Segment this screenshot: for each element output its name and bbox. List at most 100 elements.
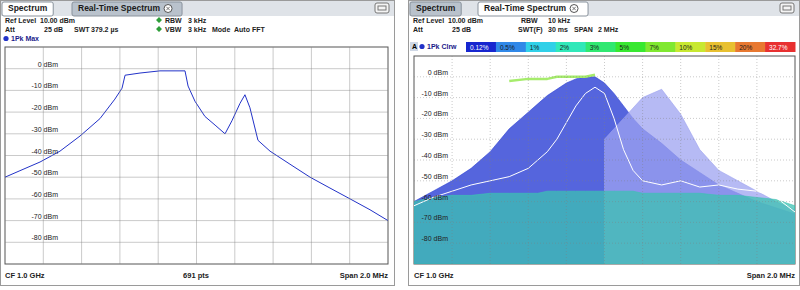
colorbar-label: 20%	[739, 44, 752, 51]
header-text: Att	[413, 26, 423, 33]
tab-label[interactable]: Spectrum	[416, 3, 456, 13]
y-tick-label: -20 dBm	[32, 104, 59, 111]
coupling-marker	[156, 17, 162, 32]
legend-label: 1Pk Clrw	[427, 43, 457, 50]
y-tick-label: -80 dBm	[32, 234, 59, 241]
trace-badge	[410, 42, 418, 51]
colorbar-label: 10%	[679, 44, 692, 51]
header-text: 10.00 dBm	[448, 17, 483, 24]
grid-line-y	[414, 160, 795, 161]
tab[interactable]	[72, 2, 182, 16]
panel-frame	[409, 1, 800, 286]
legend-label: 1Pk Max	[11, 35, 39, 42]
tab-label[interactable]: Spectrum	[8, 3, 48, 13]
colorbar-cell	[556, 42, 586, 52]
tab[interactable]	[478, 2, 588, 16]
footer-text: CF 1.0 GHz	[5, 271, 45, 280]
tab-close-icon[interactable]	[570, 5, 578, 13]
colorbar-label: 15%	[709, 44, 722, 51]
panel-frame	[1, 1, 395, 286]
y-tick-label: 0 dBm	[38, 61, 58, 68]
grid-line-y	[5, 155, 388, 156]
grid-line-y	[5, 68, 388, 69]
header-text: Auto FFT	[234, 26, 265, 33]
y-tick-label: -60 dBm	[422, 194, 449, 201]
envelope-line	[509, 75, 595, 81]
colorbar-cell	[735, 42, 765, 52]
tab[interactable]	[410, 2, 461, 16]
y-tick-label: -50 dBm	[32, 169, 59, 176]
y-tick-label: -40 dBm	[422, 152, 449, 159]
header-text: 379.2 µs	[91, 26, 118, 34]
header-text: SPAN	[574, 26, 593, 33]
header-text: Mode	[212, 26, 230, 33]
grid-line-y	[5, 112, 388, 113]
y-tick-label: -80 dBm	[422, 235, 449, 242]
header-text: 2 MHz	[598, 26, 619, 33]
tab[interactable]	[2, 2, 53, 16]
header-text: Ref Level	[413, 17, 444, 24]
grid-line-y	[5, 177, 388, 178]
header-text: SWT	[74, 26, 90, 33]
y-tick-label: 0 dBm	[428, 69, 448, 76]
tab-label[interactable]: Real-Time Spectrum	[78, 3, 160, 13]
colorbar-label: 32.7%	[769, 44, 788, 51]
header-text: SWT(F)	[518, 26, 543, 34]
tab-bar	[409, 1, 799, 16]
header-text: RBW	[521, 17, 538, 24]
tab-close-icon	[572, 7, 575, 10]
data-group	[414, 75, 795, 264]
header-text: 10 kHz	[548, 17, 571, 24]
grid-line-x	[566, 56, 567, 264]
grid-line-y	[414, 222, 795, 223]
colorbar-label: 1%	[530, 44, 540, 51]
footer-text: CF 1.0 GHz	[414, 271, 454, 280]
colorbar-label: 5%	[620, 44, 630, 51]
y-tick-label: -10 dBm	[422, 90, 449, 97]
grid-line-y	[5, 133, 388, 134]
tab-label[interactable]: Real-Time Spectrum	[484, 3, 566, 13]
y-tick-label: -70 dBm	[32, 213, 59, 220]
legend-marker	[3, 36, 8, 41]
grid-line-y	[414, 180, 795, 181]
y-tick-label: -20 dBm	[422, 110, 449, 117]
footer-text: 691 pts	[183, 271, 209, 280]
footer-text: Span 2.0 MHz	[747, 271, 796, 280]
header-text: VBW	[165, 26, 182, 33]
icon	[783, 6, 791, 10]
grid-line-y	[414, 118, 795, 119]
y-tick-label: -30 dBm	[422, 131, 449, 138]
header-text: 25 dB	[452, 26, 471, 33]
trace-badge-label: A	[412, 43, 417, 50]
colorbar-cell	[496, 42, 526, 52]
legend-marker	[419, 44, 424, 49]
panel: Spectrum Real-Time Spectrum Ref Level 10.00…	[409, 1, 800, 286]
colorbar-label: 2%	[560, 44, 570, 51]
header-text: 3 kHz	[188, 26, 207, 33]
plot-frame	[5, 47, 388, 264]
tab-close-icon	[166, 7, 169, 10]
header-text: Att	[5, 26, 15, 33]
header-text: RBW	[165, 17, 182, 24]
grid-line-y	[414, 201, 795, 202]
header-text: 10.00 dBm	[40, 17, 75, 24]
stage: Spectrum Real-Time Spectrum Ref Level 10.00…	[0, 0, 800, 290]
grid-line-y	[414, 97, 795, 98]
grid-line-y	[414, 76, 795, 77]
y-tick-label: -50 dBm	[422, 173, 449, 180]
grid-line-y	[414, 243, 795, 244]
y-tick-label: -30 dBm	[32, 126, 59, 133]
y-tick-label: -40 dBm	[32, 148, 59, 155]
tab-close-icon[interactable]	[164, 5, 172, 13]
colorbar-cell	[765, 42, 795, 52]
header-text: 30 ms	[548, 26, 568, 33]
colorbar-cell	[526, 42, 556, 52]
icon	[780, 3, 794, 13]
y-tick-label: -60 dBm	[32, 191, 59, 198]
colorbar-cell	[645, 42, 675, 52]
colorbar-cell	[705, 42, 735, 52]
icon	[378, 6, 386, 10]
colorbar-label: 3%	[590, 44, 600, 51]
icon	[375, 3, 389, 13]
colorbar-cell	[466, 42, 496, 52]
